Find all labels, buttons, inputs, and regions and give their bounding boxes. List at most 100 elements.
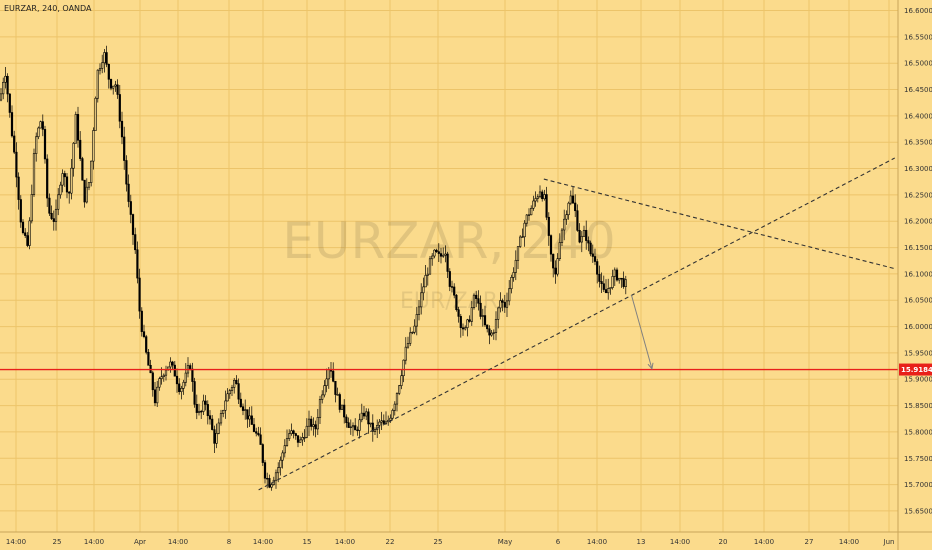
candle [406,336,410,349]
candle [19,195,22,228]
candle [437,243,440,263]
candle-body [142,331,146,337]
candle [305,418,308,439]
candle-body [457,309,460,317]
candle-body [523,222,526,238]
candle [371,414,374,442]
candle-body [175,375,179,385]
candle [140,307,143,337]
candle-body [435,249,438,252]
x-tick-label: Jun [883,538,895,546]
candle-body [472,294,476,309]
candle [145,334,148,355]
x-tick-label: 8 [227,538,231,546]
candle [609,287,612,295]
candle-body [543,194,546,200]
candle [184,363,187,387]
candle [65,173,69,199]
candle-body [604,289,608,294]
y-tick-label: 15.75000 [904,455,932,463]
candle [525,213,528,227]
candle-body [459,316,462,329]
candle-body [455,294,458,311]
candle-body [92,130,95,162]
y-tick-label: 15.65000 [904,507,932,515]
candle [433,249,436,259]
candle [514,250,517,281]
candle-body [521,236,524,238]
candle-body [622,278,625,287]
candle-body [151,372,154,391]
candle [248,406,251,427]
candle-body [226,393,229,402]
candle [112,85,115,95]
candle-body [0,93,3,101]
candle-body [41,121,44,130]
candle-body [230,387,234,391]
candle [206,400,209,425]
candle-body [94,97,97,131]
candle-body [574,202,577,212]
candle-body [140,310,143,332]
candle-body [96,69,99,99]
candle [510,274,513,294]
candle [250,406,253,425]
candle-body [321,394,324,400]
candle [279,456,282,476]
candle [153,381,157,407]
candle-body [503,302,506,308]
candle [147,348,150,366]
candle [233,378,236,394]
candle-body [404,346,407,361]
candle-body [90,160,93,183]
candle [246,409,249,428]
candle [424,265,427,288]
candle-body [131,214,135,235]
candle-body [292,430,295,434]
candle [494,311,498,341]
candle-body [336,394,339,396]
candle-body [171,361,174,366]
candle-body [72,142,75,169]
candle-body [398,385,401,394]
candle [90,160,93,187]
candle-body [263,462,267,479]
y-tick-label: 16.05000 [904,297,932,305]
candle-body [391,410,394,419]
candle-body [415,314,418,327]
x-tick-label: 15 [303,538,312,546]
candle-body [367,411,370,425]
candle-body [13,135,16,153]
y-tick-label: 16.15000 [904,244,932,252]
candle [527,208,531,221]
candle [217,418,220,435]
candle-body [618,277,621,281]
y-tick-label: 16.00000 [904,323,932,331]
candle-body [237,383,240,400]
candle [118,85,121,129]
candle-body [288,433,291,439]
candle-body [565,214,568,220]
candle [48,193,51,217]
trendline-resistance [543,178,895,270]
candle-body [615,269,619,281]
x-tick-label: 25 [53,538,62,546]
candle [367,408,370,434]
candle-body [202,400,205,412]
candle-body [241,406,245,411]
candle [294,432,297,440]
candle-body [571,195,575,204]
candle-body [63,173,66,178]
candle [499,292,502,313]
candle-body [354,425,357,431]
candle-body [270,484,273,488]
candle-body [32,153,36,195]
candle [156,380,159,408]
price-tag: 15.91842 [899,363,932,376]
candle [475,290,478,308]
candle [488,325,491,345]
candle-body [325,378,328,386]
candle [477,290,480,311]
